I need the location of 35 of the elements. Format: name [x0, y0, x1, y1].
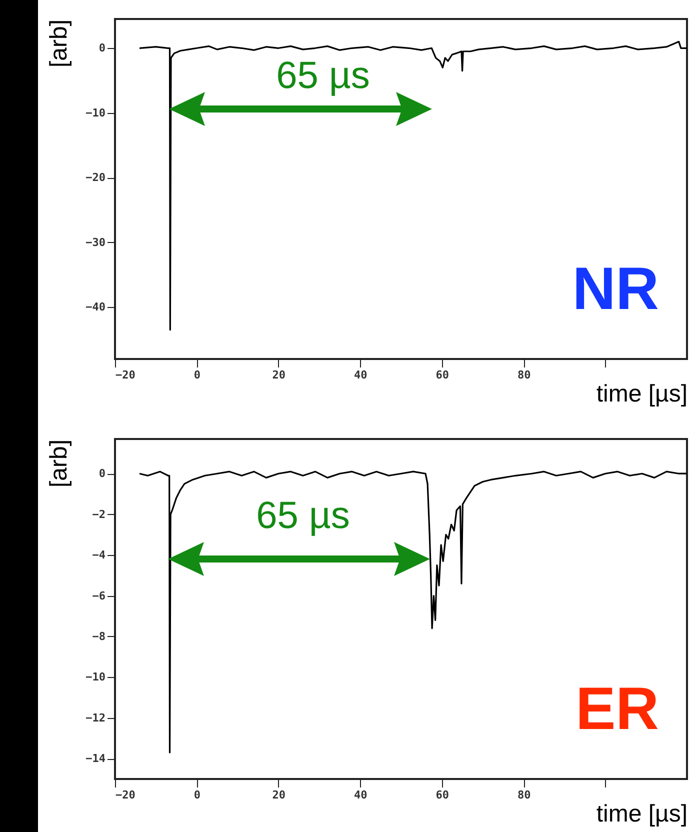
y-tick-label: −40 [86, 300, 106, 314]
y-tick-label: −30 [86, 236, 106, 249]
x-tick-label: 80 [517, 368, 531, 382]
x-tick-label: −20 [116, 788, 136, 802]
y-tick-label: −6 [92, 589, 106, 602]
x-tick-label: 80 [517, 788, 531, 802]
x-tick-label: 0 [194, 368, 201, 382]
annotation: 65 µs [276, 55, 370, 97]
y-axis-title: [arb] [46, 440, 73, 488]
x-tick-label: −20 [116, 368, 136, 382]
y-tick-label: −2 [92, 508, 106, 521]
x-tick-label: 40 [354, 788, 368, 802]
y-tick-label: −14 [86, 752, 106, 766]
y-tick-label: −12 [86, 711, 106, 724]
y-tick-label: 0 [98, 467, 106, 480]
x-tick-label: 60 [436, 788, 449, 802]
x-axis-title: time [µs] [596, 380, 688, 408]
x-axis-title: time [µs] [596, 800, 688, 828]
y-tick-label: −10 [86, 106, 106, 120]
x-tick-label: 20 [272, 368, 286, 382]
x-tick-label: 20 [272, 788, 286, 802]
y-tick-label: −8 [92, 630, 106, 643]
x-tick-label: 40 [354, 368, 368, 382]
annotation: 65 µs [256, 495, 350, 537]
y-tick-label: −4 [92, 548, 106, 562]
line-series [138, 40, 687, 331]
y-tick-label: −20 [86, 171, 106, 184]
annotation: NR [572, 255, 659, 322]
x-tick-label: 0 [194, 788, 201, 802]
annotation: ER [576, 675, 659, 742]
y-axis-title: [arb] [46, 20, 73, 68]
y-tick-label: −10 [86, 670, 106, 684]
y-tick-label: 0 [98, 42, 106, 55]
line-series [138, 470, 687, 754]
x-tick-label: 60 [436, 368, 449, 382]
